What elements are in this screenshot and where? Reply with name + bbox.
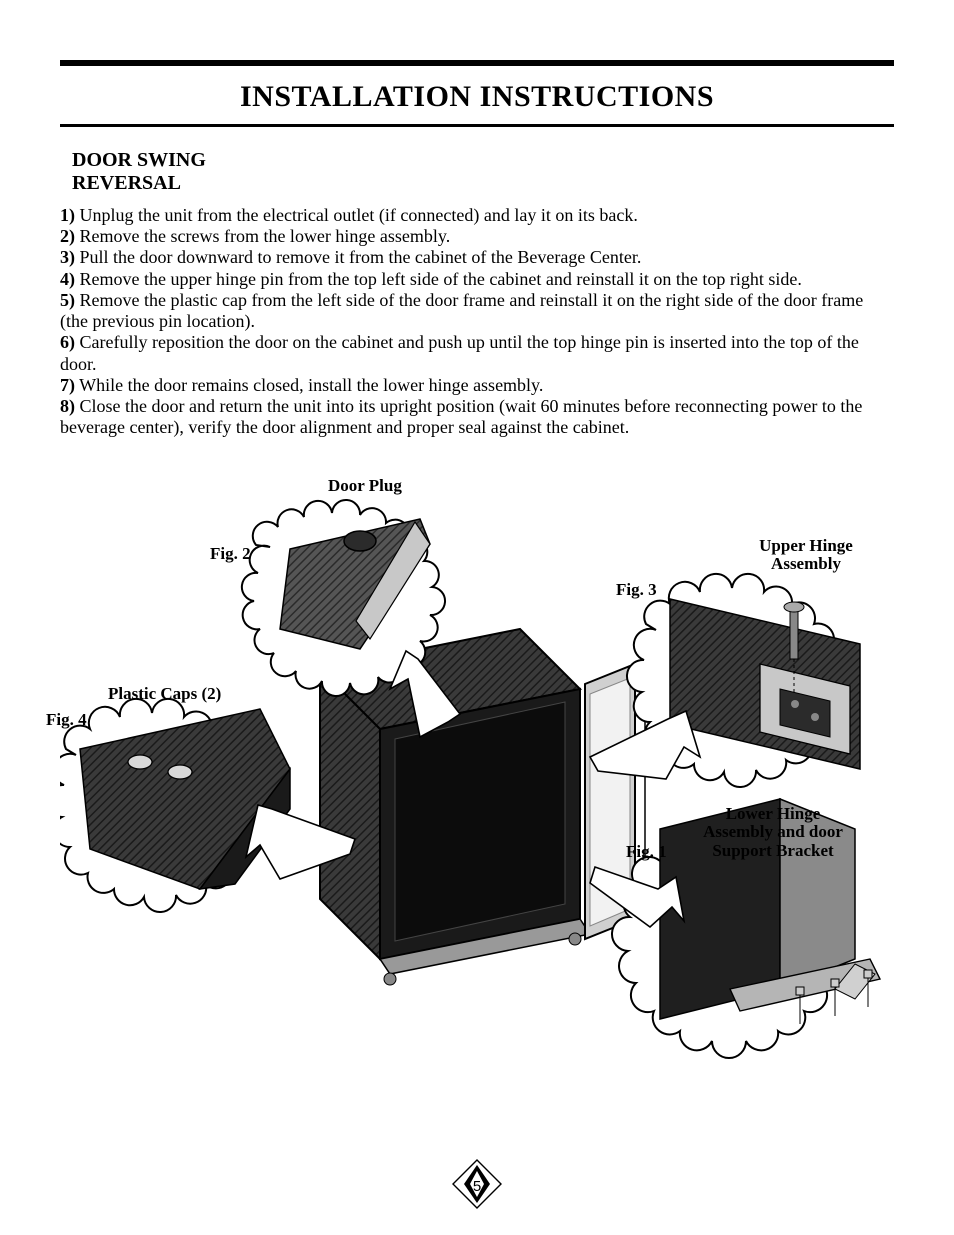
page-title: INSTALLATION INSTRUCTIONS bbox=[60, 80, 894, 114]
step-num: 7) bbox=[60, 375, 75, 395]
label-lower-hinge-1: Lower Hinge bbox=[726, 804, 821, 823]
label-door-plug: Door Plug bbox=[328, 477, 402, 496]
label-upper-hinge-2: Assembly bbox=[771, 554, 841, 573]
exploded-diagram: Door Plug Fig. 2 Upper Hinge Assembly Fi… bbox=[60, 489, 900, 1059]
section-line1: DOOR SWING bbox=[72, 149, 206, 171]
label-lower-hinge: Lower Hinge Assembly and door Support Br… bbox=[678, 805, 868, 861]
diagram-svg bbox=[60, 489, 900, 1059]
step-num: 3) bbox=[60, 247, 75, 267]
step-num: 8) bbox=[60, 396, 75, 416]
step-text: Remove the upper hinge pin from the top … bbox=[75, 269, 802, 289]
step-7: 7) While the door remains closed, instal… bbox=[60, 375, 894, 396]
manual-page: INSTALLATION INSTRUCTIONS DOOR SWING REV… bbox=[0, 0, 954, 1235]
step-6: 6) Carefully reposition the door on the … bbox=[60, 332, 894, 374]
label-fig1: Fig. 1 bbox=[626, 843, 667, 862]
step-num: 1) bbox=[60, 205, 75, 225]
step-text: Carefully reposition the door on the cab… bbox=[60, 332, 859, 373]
label-fig4: Fig. 4 bbox=[46, 711, 87, 730]
step-text: Unplug the unit from the electrical outl… bbox=[75, 205, 638, 225]
title-underline bbox=[60, 124, 894, 127]
section-line2: REVERSAL bbox=[72, 172, 181, 194]
step-4: 4) Remove the upper hinge pin from the t… bbox=[60, 269, 894, 290]
label-lower-hinge-2: Assembly and door bbox=[703, 822, 843, 841]
step-5: 5) Remove the plastic cap from the left … bbox=[60, 290, 894, 332]
step-num: 6) bbox=[60, 332, 75, 352]
top-rule bbox=[60, 60, 894, 66]
step-3: 3) Pull the door downward to remove it f… bbox=[60, 247, 894, 268]
page-number: 5 bbox=[473, 1178, 481, 1195]
label-fig2: Fig. 2 bbox=[210, 545, 251, 564]
label-plastic-caps: Plastic Caps (2) bbox=[108, 685, 221, 704]
label-upper-hinge-1: Upper Hinge bbox=[759, 536, 853, 555]
step-text: While the door remains closed, install t… bbox=[75, 375, 543, 395]
callout-fig4 bbox=[60, 667, 302, 912]
label-lower-hinge-3: Support Bracket bbox=[712, 841, 833, 860]
label-fig3: Fig. 3 bbox=[616, 581, 657, 600]
instruction-steps: 1) Unplug the unit from the electrical o… bbox=[60, 205, 894, 439]
step-2: 2) Remove the screws from the lower hing… bbox=[60, 226, 894, 247]
step-num: 4) bbox=[60, 269, 75, 289]
step-text: Close the door and return the unit into … bbox=[60, 396, 862, 437]
step-num: 5) bbox=[60, 290, 75, 310]
step-1: 1) Unplug the unit from the electrical o… bbox=[60, 205, 894, 226]
label-upper-hinge: Upper Hinge Assembly bbox=[736, 537, 876, 574]
step-num: 2) bbox=[60, 226, 75, 246]
step-text: Pull the door downward to remove it from… bbox=[75, 247, 641, 267]
step-text: Remove the plastic cap from the left sid… bbox=[60, 290, 863, 331]
step-8: 8) Close the door and return the unit in… bbox=[60, 396, 894, 438]
step-text: Remove the screws from the lower hinge a… bbox=[75, 226, 450, 246]
section-heading: DOOR SWING REVERSAL bbox=[72, 149, 894, 195]
